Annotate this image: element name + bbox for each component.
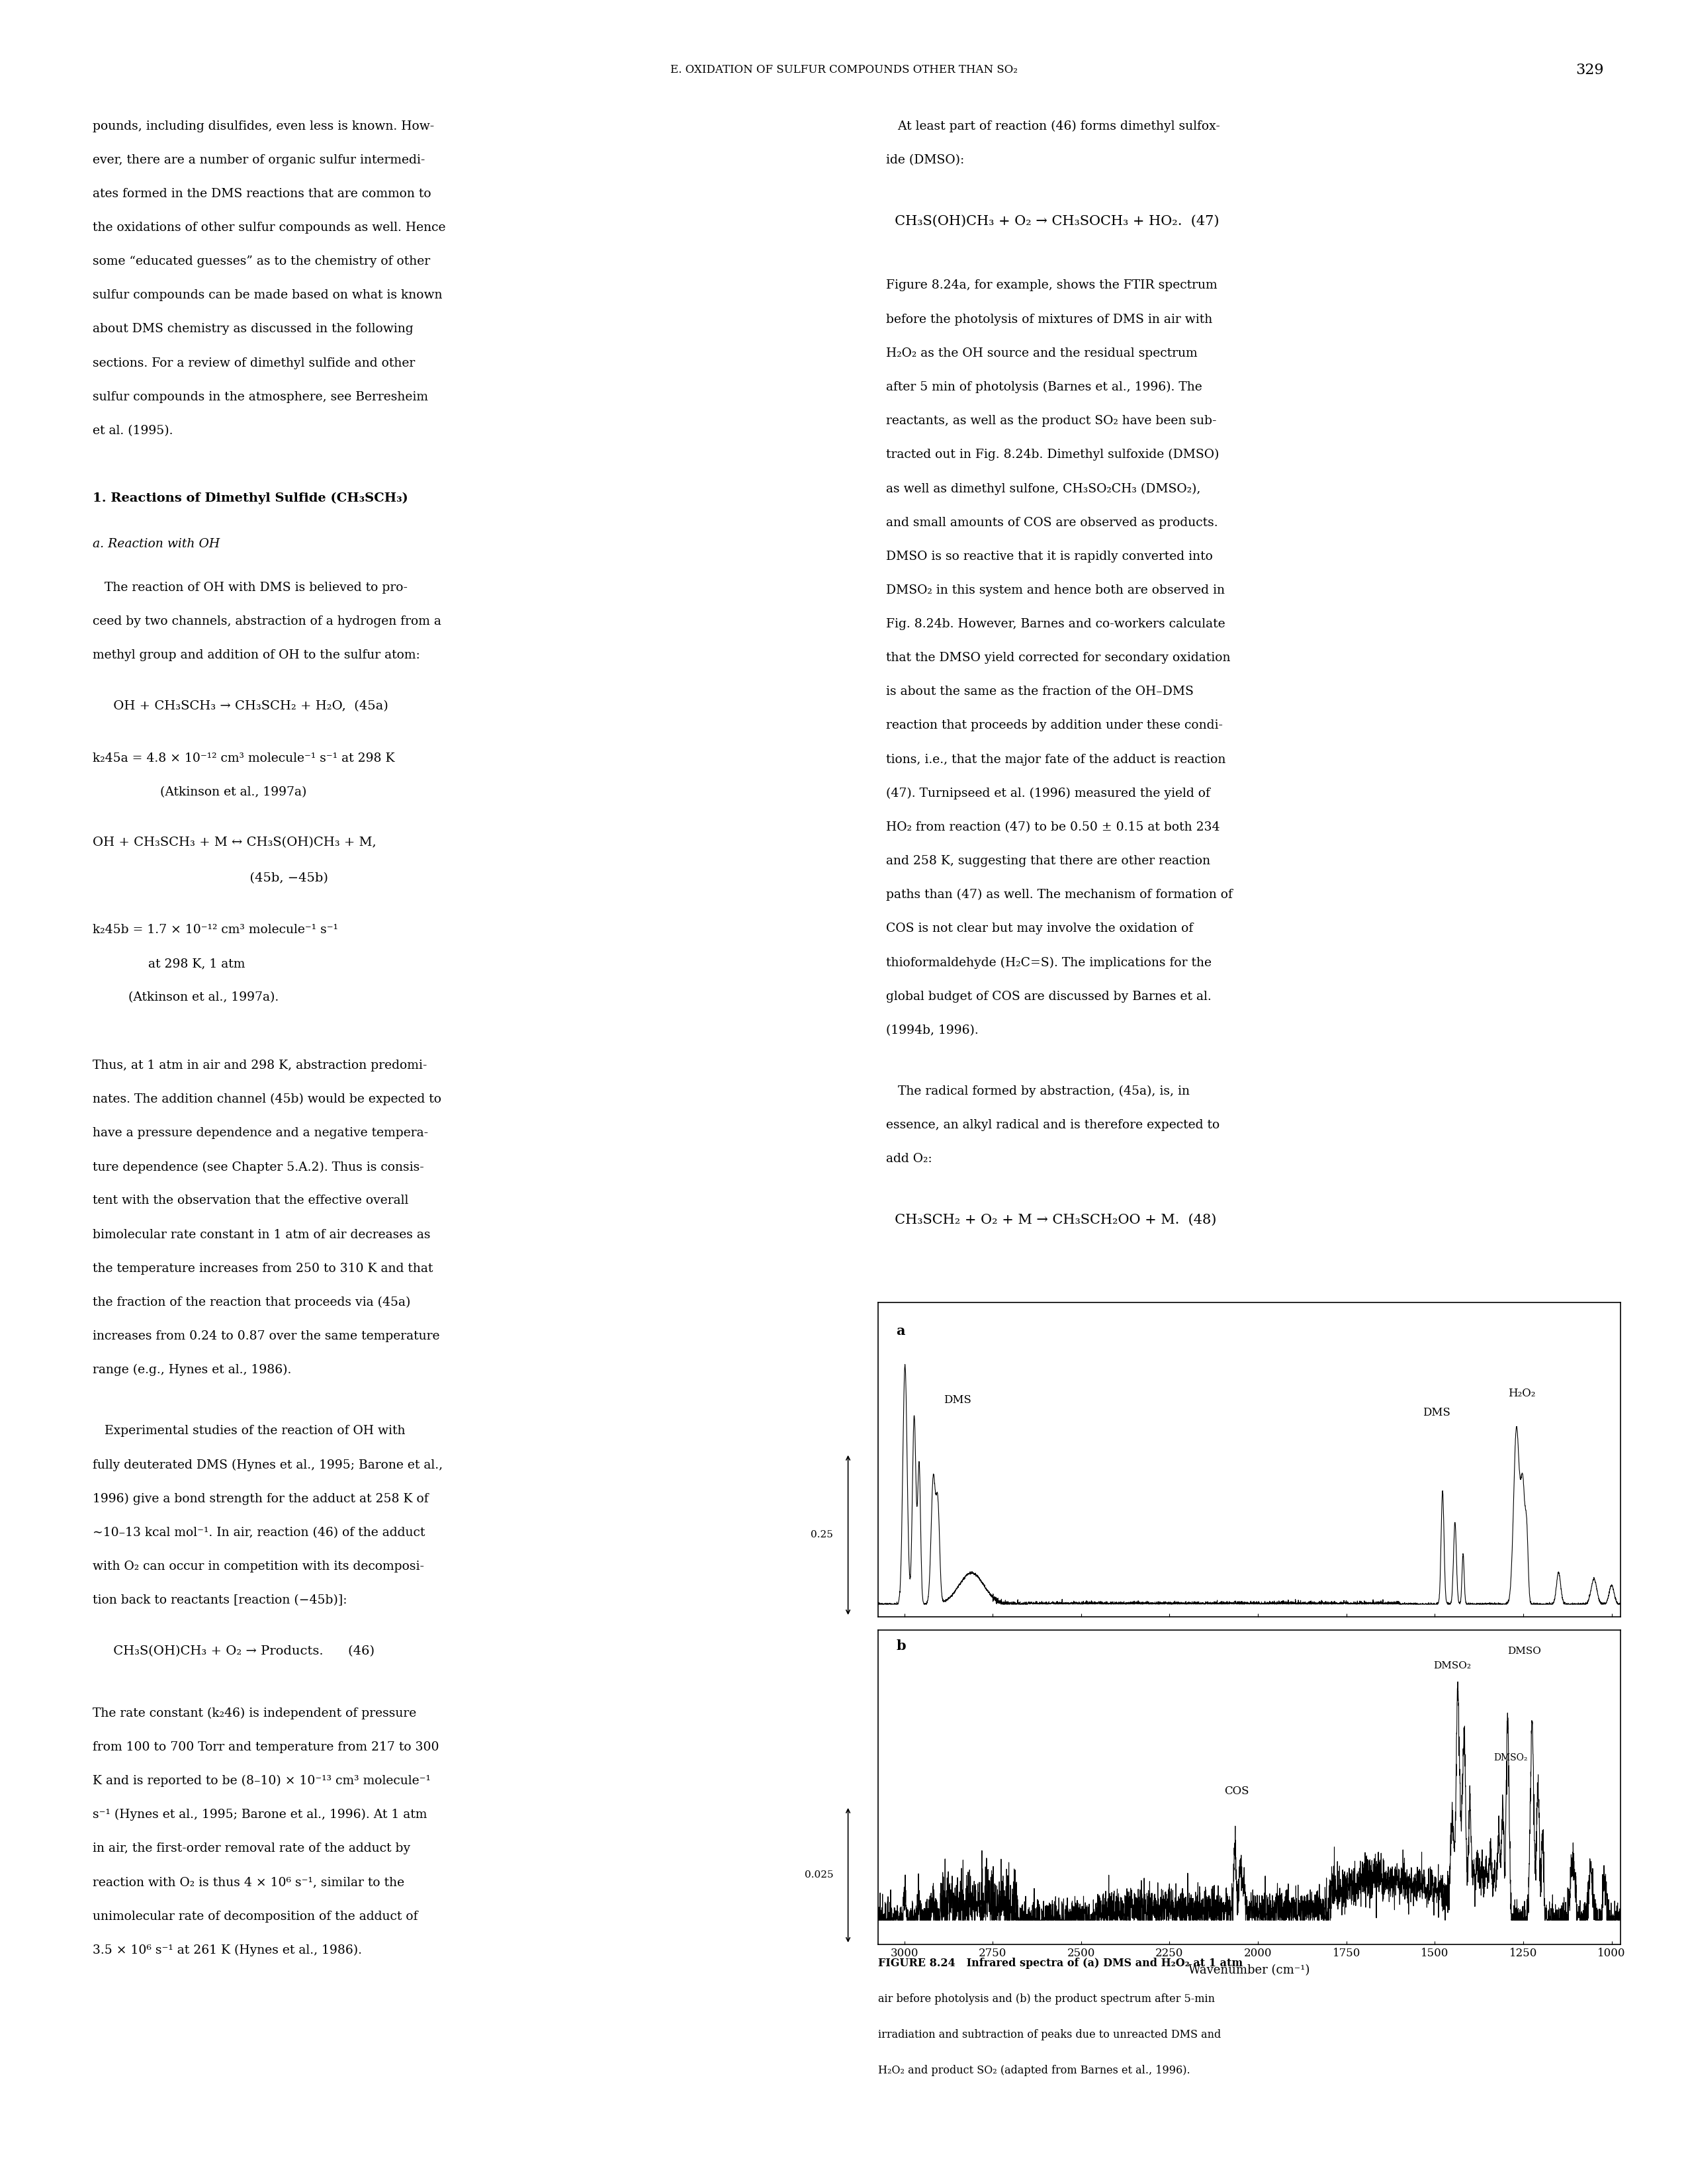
Text: the temperature increases from 250 to 310 K and that: the temperature increases from 250 to 31…	[93, 1262, 434, 1275]
Text: is about the same as the fraction of the OH–DMS: is about the same as the fraction of the…	[886, 686, 1193, 697]
Text: 0.025: 0.025	[803, 1870, 834, 1880]
Text: a. Reaction with OH: a. Reaction with OH	[93, 537, 219, 550]
Text: tracted out in Fig. 8.24b. Dimethyl sulfoxide (DMSO): tracted out in Fig. 8.24b. Dimethyl sulf…	[886, 450, 1219, 461]
Text: increases from 0.24 to 0.87 over the same temperature: increases from 0.24 to 0.87 over the sam…	[93, 1330, 441, 1343]
Text: 1. Reactions of Dimethyl Sulfide (CH₃SCH₃): 1. Reactions of Dimethyl Sulfide (CH₃SCH…	[93, 491, 408, 505]
Text: fully deuterated DMS (Hynes et al., 1995; Barone et al.,: fully deuterated DMS (Hynes et al., 1995…	[93, 1459, 442, 1472]
Text: (Atkinson et al., 1997a): (Atkinson et al., 1997a)	[93, 786, 307, 797]
Text: The reaction of OH with DMS is believed to pro-: The reaction of OH with DMS is believed …	[93, 581, 408, 594]
Text: air before photolysis and (b) the product spectrum after 5-min: air before photolysis and (b) the produc…	[878, 1994, 1215, 2005]
Text: at 298 K, 1 atm: at 298 K, 1 atm	[93, 959, 245, 970]
Text: DMSO: DMSO	[1507, 1647, 1541, 1655]
Text: range (e.g., Hynes et al., 1986).: range (e.g., Hynes et al., 1986).	[93, 1365, 292, 1376]
Text: Thus, at 1 atm in air and 298 K, abstraction predomi-: Thus, at 1 atm in air and 298 K, abstrac…	[93, 1059, 427, 1072]
Text: nates. The addition channel (45b) would be expected to: nates. The addition channel (45b) would …	[93, 1094, 442, 1105]
Text: the fraction of the reaction that proceeds via (45a): the fraction of the reaction that procee…	[93, 1297, 410, 1308]
Text: H₂O₂: H₂O₂	[1507, 1389, 1534, 1400]
Text: 0.25: 0.25	[810, 1531, 834, 1540]
Text: global budget of COS are discussed by Barnes et al.: global budget of COS are discussed by Ba…	[886, 992, 1212, 1002]
Text: s⁻¹ (Hynes et al., 1995; Barone et al., 1996). At 1 atm: s⁻¹ (Hynes et al., 1995; Barone et al., …	[93, 1808, 427, 1821]
Text: CH₃S(OH)CH₃ + O₂ → Products.      (46): CH₃S(OH)CH₃ + O₂ → Products. (46)	[93, 1645, 375, 1658]
Text: 1996) give a bond strength for the adduct at 258 K of: 1996) give a bond strength for the adduc…	[93, 1492, 429, 1505]
Text: ceed by two channels, abstraction of a hydrogen from a: ceed by two channels, abstraction of a h…	[93, 616, 442, 627]
Text: ∼10–13 kcal mol⁻¹. In air, reaction (46) of the adduct: ∼10–13 kcal mol⁻¹. In air, reaction (46)…	[93, 1527, 425, 1538]
Text: H₂O₂ and product SO₂ (adapted from Barnes et al., 1996).: H₂O₂ and product SO₂ (adapted from Barne…	[878, 2064, 1190, 2075]
Text: 3.5 × 10⁶ s⁻¹ at 261 K (Hynes et al., 1986).: 3.5 × 10⁶ s⁻¹ at 261 K (Hynes et al., 19…	[93, 1944, 363, 1957]
Text: sulfur compounds in the atmosphere, see Berresheim: sulfur compounds in the atmosphere, see …	[93, 391, 429, 402]
Text: (1994b, 1996).: (1994b, 1996).	[886, 1024, 979, 1035]
Text: irradiation and subtraction of peaks due to unreacted DMS and: irradiation and subtraction of peaks due…	[878, 2029, 1220, 2040]
Text: and small amounts of COS are observed as products.: and small amounts of COS are observed as…	[886, 518, 1219, 529]
Text: ture dependence (see Chapter 5.A.2). Thus is consis-: ture dependence (see Chapter 5.A.2). Thu…	[93, 1162, 424, 1173]
Text: H₂O₂ as the OH source and the residual spectrum: H₂O₂ as the OH source and the residual s…	[886, 347, 1197, 358]
Text: K and is reported to be (8–10) × 10⁻¹³ cm³ molecule⁻¹: K and is reported to be (8–10) × 10⁻¹³ c…	[93, 1776, 430, 1787]
Text: and 258 K, suggesting that there are other reaction: and 258 K, suggesting that there are oth…	[886, 856, 1210, 867]
Text: COS: COS	[1224, 1787, 1249, 1797]
Text: DMS: DMS	[944, 1393, 971, 1406]
Text: a: a	[896, 1324, 905, 1337]
Text: DMSO₂: DMSO₂	[1494, 1754, 1528, 1762]
Text: Experimental studies of the reaction of OH with: Experimental studies of the reaction of …	[93, 1424, 405, 1437]
Text: with O₂ can occur in competition with its decomposi-: with O₂ can occur in competition with it…	[93, 1559, 424, 1572]
Text: DMS: DMS	[1423, 1406, 1450, 1417]
Text: COS is not clear but may involve the oxidation of: COS is not clear but may involve the oxi…	[886, 924, 1193, 935]
Text: before the photolysis of mixtures of DMS in air with: before the photolysis of mixtures of DMS…	[886, 314, 1212, 325]
Text: sections. For a review of dimethyl sulfide and other: sections. For a review of dimethyl sulfi…	[93, 356, 415, 369]
Text: HO₂ from reaction (47) to be 0.50 ± 0.15 at both 234: HO₂ from reaction (47) to be 0.50 ± 0.15…	[886, 821, 1220, 832]
Text: some “educated guesses” as to the chemistry of other: some “educated guesses” as to the chemis…	[93, 256, 430, 266]
Text: At least part of reaction (46) forms dimethyl sulfox-: At least part of reaction (46) forms dim…	[886, 120, 1220, 133]
Text: after 5 min of photolysis (Barnes et al., 1996). The: after 5 min of photolysis (Barnes et al.…	[886, 382, 1202, 393]
Text: (45b, −45b): (45b, −45b)	[93, 871, 329, 885]
Text: reaction with O₂ is thus 4 × 10⁶ s⁻¹, similar to the: reaction with O₂ is thus 4 × 10⁶ s⁻¹, si…	[93, 1876, 405, 1889]
Text: reactants, as well as the product SO₂ have been sub-: reactants, as well as the product SO₂ ha…	[886, 415, 1217, 426]
Text: et al. (1995).: et al. (1995).	[93, 424, 174, 437]
Text: ates formed in the DMS reactions that are common to: ates formed in the DMS reactions that ar…	[93, 188, 432, 199]
Text: 329: 329	[1575, 63, 1604, 76]
Text: reaction that proceeds by addition under these condi-: reaction that proceeds by addition under…	[886, 721, 1224, 732]
Text: E. OXIDATION OF SULFUR COMPOUNDS OTHER THAN SO₂: E. OXIDATION OF SULFUR COMPOUNDS OTHER T…	[670, 63, 1018, 76]
Text: sulfur compounds can be made based on what is known: sulfur compounds can be made based on wh…	[93, 288, 442, 301]
Text: ide (DMSO):: ide (DMSO):	[886, 153, 964, 166]
Text: (47). Turnipseed et al. (1996) measured the yield of: (47). Turnipseed et al. (1996) measured …	[886, 788, 1210, 799]
Text: the oxidations of other sulfur compounds as well. Hence: the oxidations of other sulfur compounds…	[93, 221, 446, 234]
Text: from 100 to 700 Torr and temperature from 217 to 300: from 100 to 700 Torr and temperature fro…	[93, 1741, 439, 1754]
Text: ever, there are a number of organic sulfur intermedi-: ever, there are a number of organic sulf…	[93, 153, 425, 166]
Text: k₂45a = 4.8 × 10⁻¹² cm³ molecule⁻¹ s⁻¹ at 298 K: k₂45a = 4.8 × 10⁻¹² cm³ molecule⁻¹ s⁻¹ a…	[93, 751, 395, 764]
Text: DMSO is so reactive that it is rapidly converted into: DMSO is so reactive that it is rapidly c…	[886, 550, 1214, 561]
Text: add O₂:: add O₂:	[886, 1153, 932, 1164]
Text: tent with the observation that the effective overall: tent with the observation that the effec…	[93, 1195, 408, 1208]
Text: bimolecular rate constant in 1 atm of air decreases as: bimolecular rate constant in 1 atm of ai…	[93, 1230, 430, 1241]
Text: b: b	[896, 1640, 906, 1653]
Text: pounds, including disulfides, even less is known. How-: pounds, including disulfides, even less …	[93, 120, 434, 131]
Text: The rate constant (k₂46) is independent of pressure: The rate constant (k₂46) is independent …	[93, 1708, 417, 1719]
Text: that the DMSO yield corrected for secondary oxidation: that the DMSO yield corrected for second…	[886, 653, 1231, 664]
Text: paths than (47) as well. The mechanism of formation of: paths than (47) as well. The mechanism o…	[886, 889, 1232, 902]
Text: methyl group and addition of OH to the sulfur atom:: methyl group and addition of OH to the s…	[93, 649, 420, 662]
Text: about DMS chemistry as discussed in the following: about DMS chemistry as discussed in the …	[93, 323, 414, 334]
Text: CH₃S(OH)CH₃ + O₂ → CH₃SOCH₃ + HO₂.  (47): CH₃S(OH)CH₃ + O₂ → CH₃SOCH₃ + HO₂. (47)	[886, 214, 1219, 227]
Text: tions, i.e., that the major fate of the adduct is reaction: tions, i.e., that the major fate of the …	[886, 753, 1225, 764]
Text: DMSO₂: DMSO₂	[1433, 1662, 1472, 1671]
Text: unimolecular rate of decomposition of the adduct of: unimolecular rate of decomposition of th…	[93, 1911, 419, 1922]
Text: (Atkinson et al., 1997a).: (Atkinson et al., 1997a).	[93, 992, 279, 1005]
Text: essence, an alkyl radical and is therefore expected to: essence, an alkyl radical and is therefo…	[886, 1118, 1220, 1131]
Text: in air, the first-order removal rate of the adduct by: in air, the first-order removal rate of …	[93, 1843, 410, 1854]
Text: thioformaldehyde (H₂C=S). The implications for the: thioformaldehyde (H₂C=S). The implicatio…	[886, 957, 1212, 970]
Text: OH + CH₃SCH₃ + M ↔ CH₃S(OH)CH₃ + M,: OH + CH₃SCH₃ + M ↔ CH₃S(OH)CH₃ + M,	[93, 836, 376, 850]
Text: The radical formed by abstraction, (45a), is, in: The radical formed by abstraction, (45a)…	[886, 1085, 1190, 1096]
Text: DMSO₂ in this system and hence both are observed in: DMSO₂ in this system and hence both are …	[886, 585, 1225, 596]
X-axis label: Wavenumber (cm⁻¹): Wavenumber (cm⁻¹)	[1188, 1963, 1310, 1977]
Text: have a pressure dependence and a negative tempera-: have a pressure dependence and a negativ…	[93, 1127, 429, 1140]
Text: OH + CH₃SCH₃ → CH₃SCH₂ + H₂O,  (45a): OH + CH₃SCH₃ → CH₃SCH₂ + H₂O, (45a)	[93, 701, 388, 712]
Text: FIGURE 8.24   Infrared spectra of (a) DMS and H₂O₂ at 1 atm: FIGURE 8.24 Infrared spectra of (a) DMS …	[878, 1957, 1242, 1970]
Text: k₂45b = 1.7 × 10⁻¹² cm³ molecule⁻¹ s⁻¹: k₂45b = 1.7 × 10⁻¹² cm³ molecule⁻¹ s⁻¹	[93, 924, 338, 937]
Text: as well as dimethyl sulfone, CH₃SO₂CH₃ (DMSO₂),: as well as dimethyl sulfone, CH₃SO₂CH₃ (…	[886, 483, 1200, 496]
Text: Figure 8.24a, for example, shows the FTIR spectrum: Figure 8.24a, for example, shows the FTI…	[886, 280, 1217, 290]
Text: Fig. 8.24b. However, Barnes and co-workers calculate: Fig. 8.24b. However, Barnes and co-worke…	[886, 618, 1225, 629]
Text: tion back to reactants [reaction (−45b)]:: tion back to reactants [reaction (−45b)]…	[93, 1594, 348, 1605]
Text: CH₃SCH₂ + O₂ + M → CH₃SCH₂OO + M.  (48): CH₃SCH₂ + O₂ + M → CH₃SCH₂OO + M. (48)	[886, 1214, 1217, 1227]
